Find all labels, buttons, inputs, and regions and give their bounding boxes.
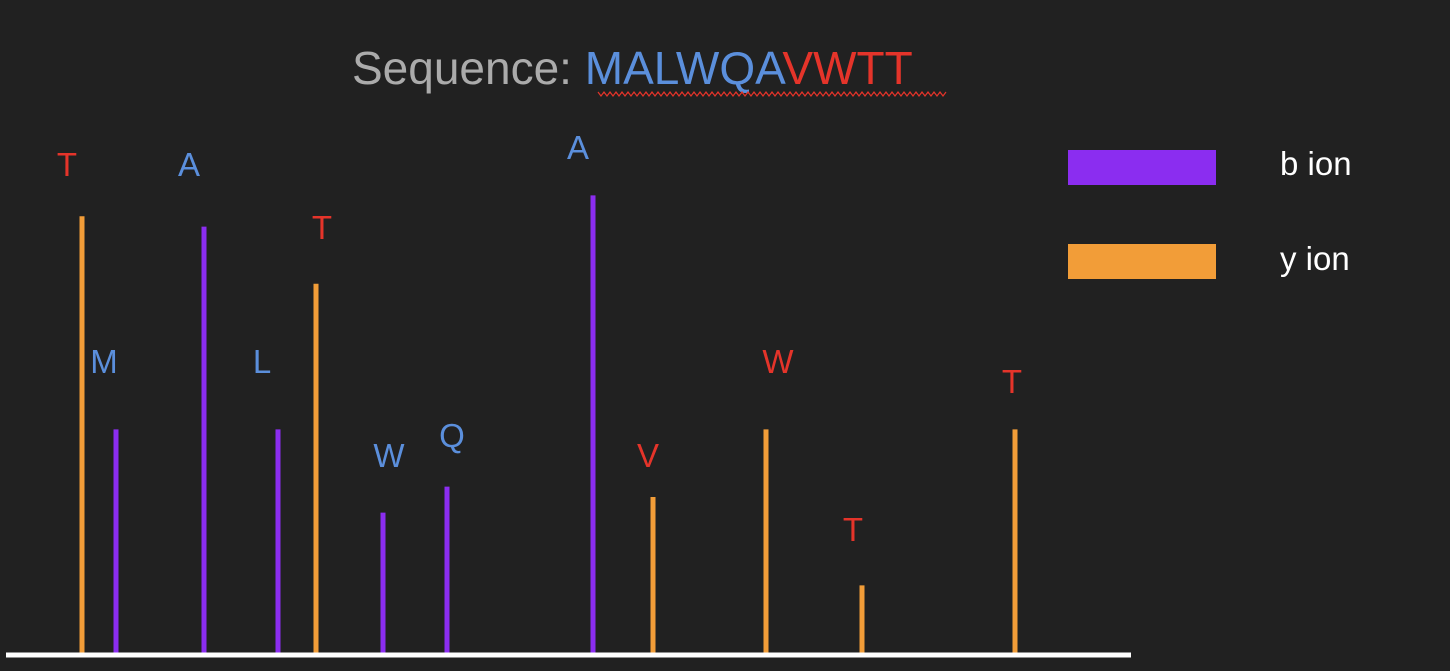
legend-swatch [1068,150,1216,185]
spellcheck-underline [597,91,947,97]
legend-label: y ion [1280,240,1350,277]
sequence-y-part: VWTT [782,42,912,94]
peak-label: W [373,437,405,474]
sequence-title: Sequence: MALWQAVWTT [352,42,913,94]
legend: b ion y ion [1068,145,1352,279]
peak-label: V [637,437,659,474]
legend-swatch [1068,244,1216,279]
peak-label: T [1002,363,1022,400]
peak-label: W [762,343,794,380]
peak-label: M [90,343,118,380]
peak-label: A [567,129,589,166]
peak-label: Q [439,417,465,454]
peak-label: T [843,511,863,548]
peak-label: L [253,343,271,380]
legend-label: b ion [1280,145,1352,182]
sequence-title-prefix: Sequence: [352,42,585,94]
peak-label: T [312,209,332,246]
sequence-b-part: MALWQA [585,42,786,94]
peak-label: A [178,146,200,183]
peak-label: T [57,146,77,183]
